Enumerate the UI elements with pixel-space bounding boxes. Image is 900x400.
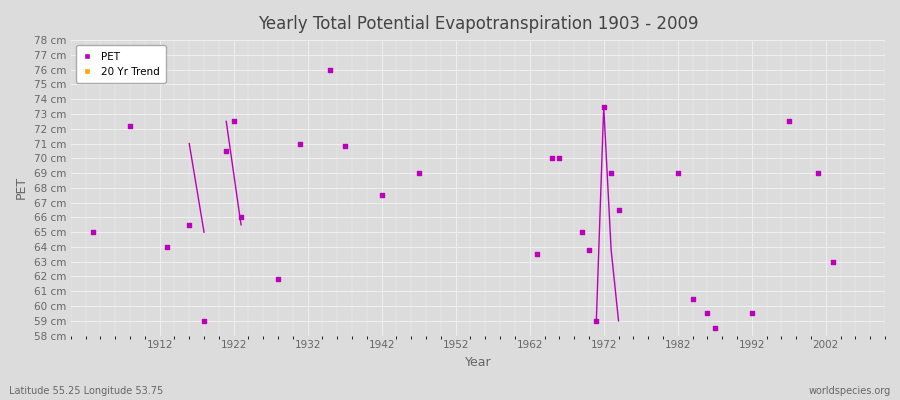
PET <box>338 143 352 150</box>
PET <box>744 310 759 317</box>
PET <box>374 192 389 198</box>
PET <box>574 229 589 235</box>
PET <box>544 155 559 162</box>
PET <box>182 222 196 228</box>
PET <box>581 247 596 253</box>
PET <box>552 155 566 162</box>
Title: Yearly Total Potential Evapotranspiration 1903 - 2009: Yearly Total Potential Evapotranspiratio… <box>257 15 698 33</box>
Legend: PET, 20 Yr Trend: PET, 20 Yr Trend <box>76 45 166 84</box>
PET <box>670 170 685 176</box>
PET <box>122 122 137 129</box>
PET <box>611 207 625 213</box>
PET <box>826 258 841 265</box>
PET <box>197 318 211 324</box>
PET <box>323 66 338 73</box>
Y-axis label: PET: PET <box>15 176 28 200</box>
PET <box>160 244 175 250</box>
PET <box>604 170 618 176</box>
PET <box>781 118 796 124</box>
PET <box>227 118 241 124</box>
PET <box>219 148 233 154</box>
PET <box>234 214 248 220</box>
PET <box>700 310 715 317</box>
PET <box>293 140 308 147</box>
PET <box>86 229 100 235</box>
PET <box>707 325 722 331</box>
PET <box>411 170 426 176</box>
PET <box>686 296 700 302</box>
PET <box>590 318 604 324</box>
Text: worldspecies.org: worldspecies.org <box>809 386 891 396</box>
PET <box>271 276 285 283</box>
PET <box>530 251 544 258</box>
PET <box>597 103 611 110</box>
PET <box>811 170 825 176</box>
X-axis label: Year: Year <box>464 356 491 369</box>
Text: Latitude 55.25 Longitude 53.75: Latitude 55.25 Longitude 53.75 <box>9 386 163 396</box>
